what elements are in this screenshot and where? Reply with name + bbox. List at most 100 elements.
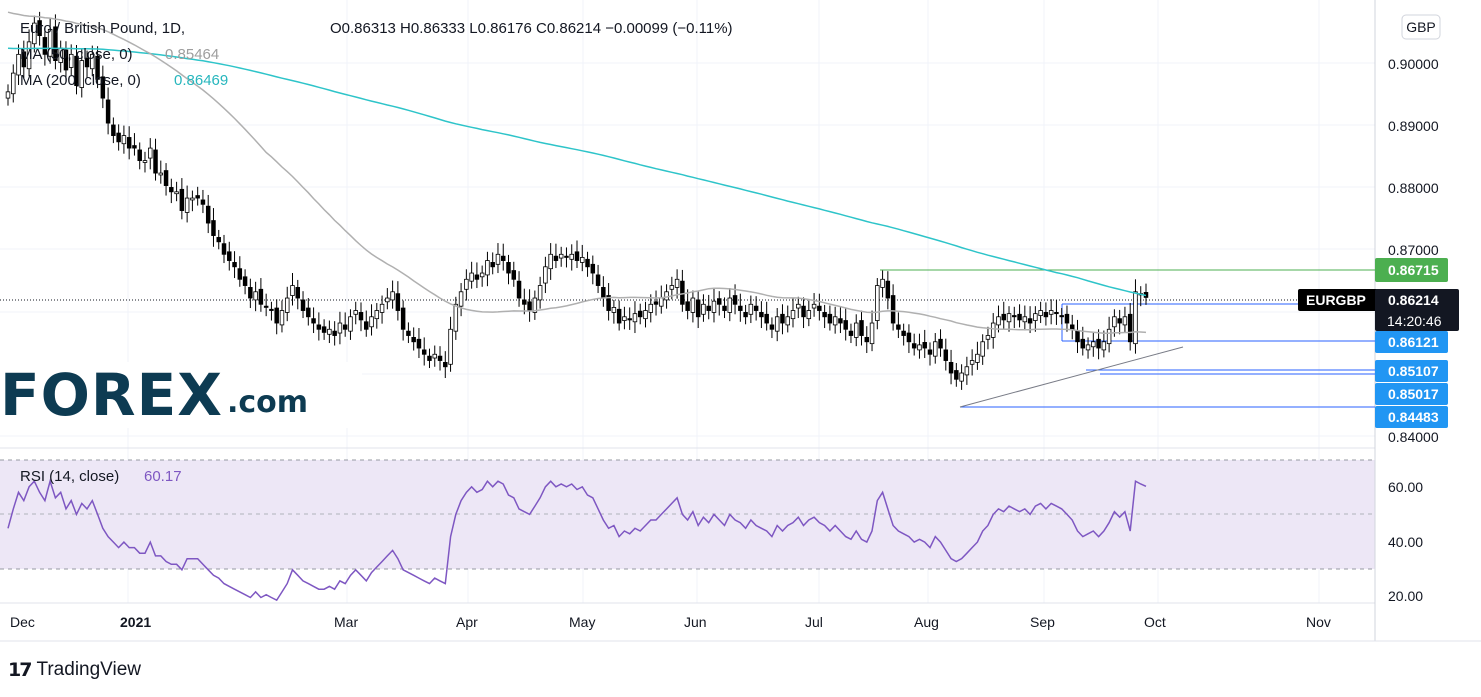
price-axis[interactable]: GBP 0.90000 0.89000 0.88000 0.87000 0.84…: [1298, 14, 1459, 604]
candle: [996, 305, 1001, 333]
candle-body: [1122, 316, 1128, 326]
candle-body: [653, 301, 659, 305]
candle-body: [1064, 313, 1070, 324]
candle: [975, 341, 980, 370]
candle: [26, 29, 32, 77]
candle-body: [511, 270, 517, 280]
candle: [432, 345, 437, 367]
candle-body: [379, 303, 385, 313]
candle: [263, 293, 269, 317]
candle: [1001, 301, 1006, 329]
candle: [690, 290, 696, 323]
candle: [274, 299, 279, 335]
candle-body: [564, 255, 569, 258]
candle: [353, 301, 358, 325]
candle: [590, 255, 596, 285]
ma200-legend-value: 0.86469: [174, 72, 228, 89]
candle-body: [1106, 328, 1112, 345]
candle-body: [179, 188, 185, 211]
candle-body: [195, 195, 200, 199]
candle: [111, 117, 116, 144]
candle-body: [880, 278, 885, 288]
time-tick-label: 2021: [120, 614, 151, 630]
candle: [943, 338, 949, 371]
candle: [859, 310, 864, 346]
candle-body: [306, 307, 311, 318]
candle: [643, 301, 648, 328]
candle: [153, 138, 158, 181]
candle: [1122, 306, 1128, 333]
candle: [132, 133, 137, 156]
candle: [753, 296, 759, 321]
candle-body: [63, 49, 69, 71]
currency-badge[interactable]: [1401, 14, 1441, 40]
candle: [179, 178, 185, 220]
candle-body: [975, 353, 980, 363]
candle: [780, 304, 785, 335]
candle-body: [443, 361, 448, 368]
candle: [848, 323, 854, 344]
candle: [595, 264, 601, 294]
candle-body: [506, 262, 511, 274]
candle: [990, 313, 996, 349]
candle-body: [1048, 310, 1054, 315]
candle: [195, 186, 200, 206]
ma200-legend-label: MA (200, close, 0): [20, 72, 141, 89]
candle: [105, 87, 111, 135]
candle: [759, 301, 764, 329]
candle: [142, 151, 148, 173]
candle: [163, 163, 169, 196]
candle: [137, 142, 142, 170]
candle: [1085, 337, 1091, 359]
tradingview-brand[interactable]: 17 TradingView: [8, 659, 141, 681]
support-price-tag-label: 0.84483: [1388, 409, 1439, 425]
candle-body: [1006, 313, 1012, 323]
candle: [827, 305, 833, 331]
rising-trendline[interactable]: [959, 346, 1184, 408]
candle: [706, 294, 711, 320]
candle-body: [732, 295, 738, 305]
candle-body: [1127, 313, 1133, 343]
candle-body: [221, 243, 227, 255]
candle-body: [917, 344, 922, 351]
candle: [316, 312, 322, 341]
candle-body: [111, 124, 116, 136]
candle-body: [137, 149, 142, 161]
candle-body: [611, 307, 617, 313]
candle: [695, 291, 701, 329]
candle-body: [606, 295, 611, 311]
candle-body: [748, 303, 754, 315]
candle-body: [680, 280, 685, 305]
candle: [1117, 309, 1122, 335]
candle-body: [1069, 324, 1075, 330]
candle-body: [969, 360, 975, 365]
candle-body: [269, 308, 274, 311]
candle: [637, 303, 643, 325]
time-axis[interactable]: Dec 2021 Mar Apr May Jun Jul Aug Sep Oct…: [10, 614, 1331, 630]
forex-logo-text: FOREX: [0, 361, 223, 429]
candle: [980, 334, 985, 365]
candle: [674, 269, 680, 299]
candle-body: [727, 297, 733, 313]
candle-body: [385, 297, 390, 303]
candle-body: [574, 251, 580, 261]
candle-body: [543, 266, 548, 284]
candle-body: [458, 291, 464, 307]
candle: [1096, 329, 1101, 360]
candle-body: [21, 51, 27, 68]
candle-body: [690, 297, 696, 313]
candle-body: [11, 72, 16, 95]
candle: [769, 317, 775, 339]
candle: [437, 346, 443, 371]
candle: [680, 269, 685, 312]
candle-body: [959, 372, 964, 382]
candle-body: [674, 278, 680, 288]
candle: [400, 300, 406, 341]
candle: [469, 261, 474, 289]
candle-body: [1043, 312, 1049, 318]
candle-body: [627, 318, 632, 321]
candle-body: [817, 305, 822, 311]
candle: [1064, 305, 1070, 332]
candle-body: [416, 338, 422, 349]
